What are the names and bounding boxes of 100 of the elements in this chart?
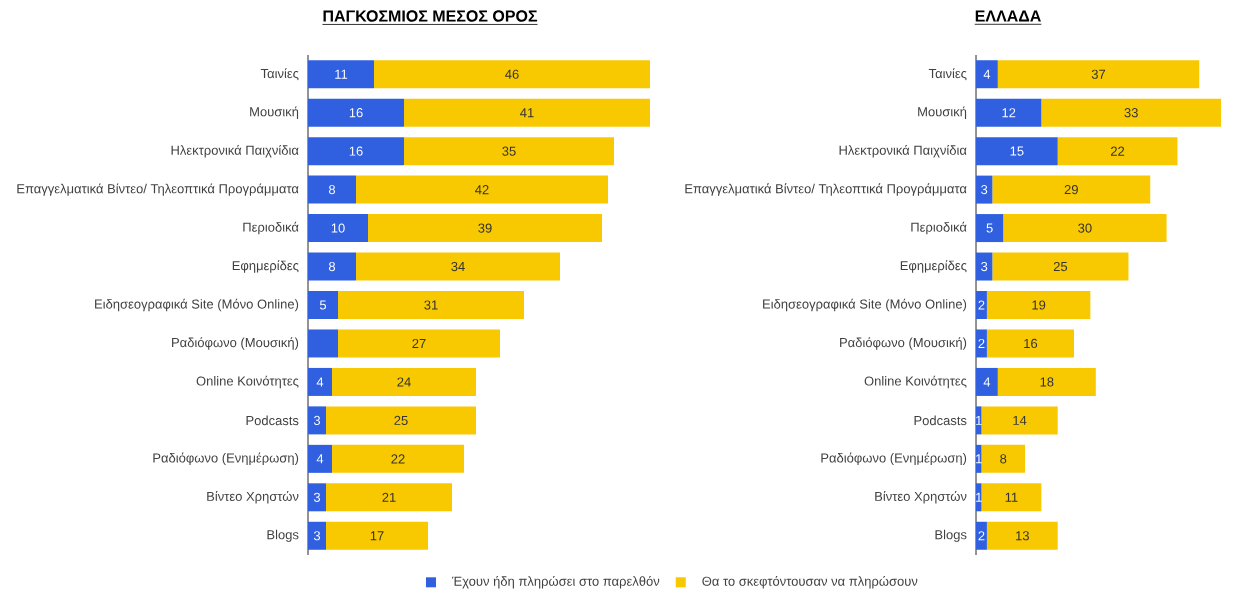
- chart-title: ΕΛΛΑΔΑ: [975, 10, 1041, 22]
- data-label: 4: [316, 377, 324, 387]
- data-label: 2: [978, 338, 985, 348]
- data-label: 12: [1002, 108, 1016, 118]
- bar: [976, 175, 993, 204]
- bar: [404, 137, 614, 166]
- y-tick-label: Ραδιόφωνο (Μουσική): [840, 337, 967, 350]
- y-tick-label: Ταινίες: [928, 68, 967, 81]
- bar: [981, 406, 1058, 435]
- data-label: 11: [335, 69, 348, 79]
- bar: [976, 291, 987, 319]
- bar: [976, 98, 1042, 127]
- bar: [1041, 98, 1222, 127]
- data-label: 4: [316, 454, 324, 464]
- data-label: 27: [412, 338, 426, 348]
- bar: [332, 444, 464, 473]
- data-label: 16: [349, 108, 363, 118]
- data-label: 25: [1053, 261, 1068, 272]
- data-label: 8: [328, 261, 336, 272]
- y-tick-label: Βίντεο Χρηστών: [875, 491, 967, 504]
- data-label: 31: [424, 300, 438, 310]
- data-label: 46: [505, 69, 519, 79]
- chart-title: ΠΑΓΚΟΣΜΙΟΣ ΜΕΣΟΣ ΟΡΟΣ: [323, 10, 538, 22]
- y-tick-label: Ηλεκτρονικά Παιχνίδια: [839, 144, 967, 158]
- data-label: 16: [1024, 338, 1038, 349]
- data-label: 1: [976, 454, 982, 464]
- y-tick-label: Ραδιόφωνο (Μουσική): [172, 337, 299, 350]
- data-label: 10: [331, 223, 345, 233]
- y-tick-label: Μουσική: [250, 106, 299, 119]
- data-label: 3: [313, 531, 321, 541]
- data-label: 2: [978, 531, 985, 541]
- bar: [332, 367, 476, 396]
- bar: [992, 175, 1151, 204]
- bar: [308, 406, 326, 435]
- bar: [976, 214, 1004, 243]
- data-label: 3: [313, 492, 321, 502]
- bar: [338, 291, 524, 319]
- bar: [1003, 214, 1167, 243]
- bar: [326, 521, 428, 550]
- bar: [308, 175, 357, 204]
- data-label: 30: [1078, 223, 1092, 233]
- data-label: 3: [981, 185, 988, 195]
- bar: [308, 98, 405, 127]
- data-label: 37: [1091, 69, 1106, 79]
- bar: [986, 329, 1075, 358]
- data-label: 3: [313, 415, 321, 425]
- y-tick-label: Ειδησεογραφικά Site (Μόνο Online): [763, 298, 967, 312]
- bar: [356, 252, 560, 281]
- bar: [981, 483, 1042, 512]
- data-label: 13: [1016, 531, 1029, 541]
- data-label: 35: [502, 146, 516, 156]
- bar: [368, 214, 602, 243]
- bar: [326, 483, 452, 512]
- y-tick-label: Podcasts: [246, 415, 299, 426]
- bar: [1057, 137, 1178, 166]
- bar: [308, 367, 332, 396]
- data-label: 16: [349, 146, 363, 156]
- bar: [976, 137, 1058, 166]
- y-tick-label: Online Κοινότητες: [196, 375, 299, 389]
- data-label: 3: [981, 261, 988, 272]
- data-label: 29: [1064, 185, 1078, 195]
- bar: [308, 329, 338, 358]
- bar: [986, 291, 1091, 319]
- y-tick-label: Βίντεο Χρηστών: [207, 491, 299, 504]
- bar: [976, 329, 987, 358]
- bar: [404, 98, 650, 127]
- y-tick-label: Blogs: [935, 529, 967, 542]
- bar: [976, 367, 998, 396]
- data-label: 11: [1005, 492, 1018, 502]
- data-label: 22: [1111, 146, 1125, 156]
- data-label: 4: [983, 69, 991, 79]
- data-label: 19: [1032, 300, 1046, 310]
- y-tick-label: Μουσική: [918, 106, 967, 119]
- y-tick-label: Podcasts: [914, 415, 967, 426]
- bar: [308, 444, 332, 473]
- data-label: 4: [983, 377, 991, 387]
- y-tick-label: Ραδιόφωνο (Ενημέρωση): [153, 452, 299, 466]
- y-tick-label: Ραδιόφωνο (Ενημέρωση): [821, 452, 967, 466]
- bar: [308, 252, 357, 281]
- data-label: 15: [1010, 146, 1024, 156]
- data-label: 42: [475, 185, 489, 195]
- bar: [374, 60, 650, 89]
- bar: [986, 521, 1058, 550]
- bar: [308, 521, 326, 550]
- bar: [308, 60, 374, 89]
- y-tick-label: Επαγγελματικά Βίντεο/ Τηλεοπτικά Προγράμματα: [685, 183, 967, 196]
- data-label: 24: [397, 377, 411, 387]
- bar: [976, 521, 987, 550]
- data-label: 39: [478, 223, 492, 233]
- bar: [308, 137, 405, 166]
- data-label: 41: [520, 108, 534, 118]
- bar: [338, 329, 500, 358]
- data-label: 17: [370, 531, 384, 541]
- bar: [356, 175, 608, 204]
- y-tick-label: Blogs: [267, 529, 299, 542]
- bar: [326, 406, 476, 435]
- bar: [981, 444, 1026, 473]
- data-label: 1: [976, 492, 982, 502]
- bar: [308, 483, 326, 512]
- y-tick-label: Εφημερίδες: [232, 260, 299, 273]
